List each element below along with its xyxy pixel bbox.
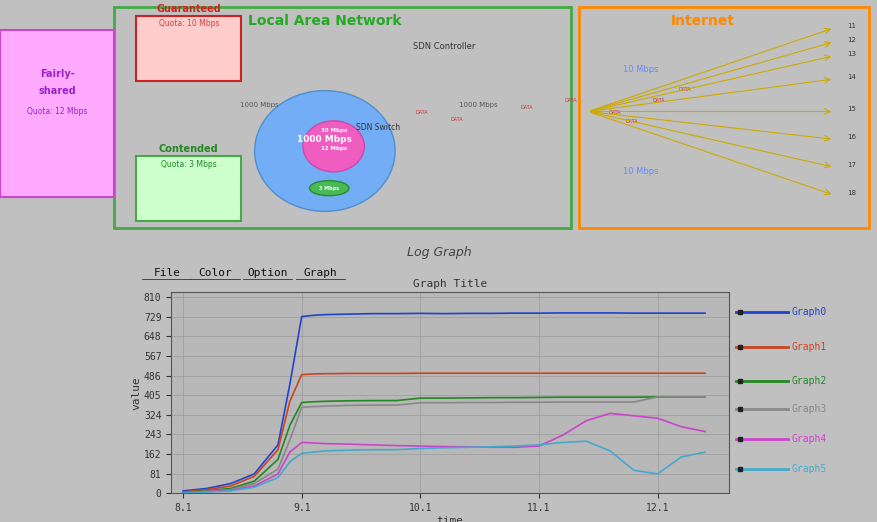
Text: DATA: DATA bbox=[415, 110, 427, 115]
Text: Local Area Network: Local Area Network bbox=[248, 14, 401, 28]
Text: Graph1: Graph1 bbox=[790, 341, 825, 352]
Text: 10 Mbps: 10 Mbps bbox=[623, 168, 658, 176]
Text: DATA: DATA bbox=[450, 117, 462, 122]
Text: 17: 17 bbox=[846, 162, 855, 168]
Text: Graph4: Graph4 bbox=[790, 434, 825, 444]
Text: Quota: 3 Mbps: Quota: 3 Mbps bbox=[160, 160, 217, 170]
FancyBboxPatch shape bbox=[136, 156, 241, 221]
Text: 30 Mbps: 30 Mbps bbox=[320, 127, 346, 133]
Text: Graph2: Graph2 bbox=[790, 376, 825, 386]
Text: Graph: Graph bbox=[303, 268, 337, 278]
Text: DATA: DATA bbox=[652, 98, 664, 103]
Text: Quota: 12 Mbps: Quota: 12 Mbps bbox=[27, 107, 87, 116]
Text: SDN Controller: SDN Controller bbox=[412, 42, 474, 51]
Text: 10 Mbps: 10 Mbps bbox=[623, 65, 658, 74]
Text: 12: 12 bbox=[846, 37, 855, 43]
Text: DATA: DATA bbox=[564, 98, 576, 103]
Ellipse shape bbox=[303, 121, 364, 172]
Text: DATA: DATA bbox=[608, 110, 620, 115]
Text: Graph3: Graph3 bbox=[790, 404, 825, 414]
Text: 1000 Mbps: 1000 Mbps bbox=[297, 135, 352, 144]
Text: Guaranteed: Guaranteed bbox=[156, 4, 221, 14]
Text: Quota: 10 Mbps: Quota: 10 Mbps bbox=[159, 19, 218, 28]
Ellipse shape bbox=[254, 91, 395, 211]
Text: shared: shared bbox=[39, 86, 75, 96]
Text: 1000 Mbps: 1000 Mbps bbox=[459, 102, 497, 108]
Title: Graph Title: Graph Title bbox=[412, 279, 487, 289]
Text: Graph0: Graph0 bbox=[790, 307, 825, 317]
Text: 15: 15 bbox=[846, 106, 855, 113]
Text: Internet: Internet bbox=[670, 14, 733, 28]
Text: Graph5: Graph5 bbox=[790, 464, 825, 474]
Text: 16: 16 bbox=[846, 134, 855, 140]
Text: Fairly-: Fairly- bbox=[39, 69, 75, 79]
Text: DATA: DATA bbox=[520, 105, 532, 110]
Text: Option: Option bbox=[247, 268, 288, 278]
X-axis label: time: time bbox=[436, 516, 463, 522]
Ellipse shape bbox=[309, 181, 348, 196]
Text: 11: 11 bbox=[846, 23, 855, 29]
Text: DATA: DATA bbox=[625, 119, 638, 124]
Text: 18: 18 bbox=[846, 190, 855, 196]
FancyBboxPatch shape bbox=[0, 30, 114, 197]
Text: DATA: DATA bbox=[678, 87, 690, 91]
Text: SDN Switch: SDN Switch bbox=[355, 123, 399, 132]
Text: File: File bbox=[153, 268, 180, 278]
Text: 3 Mbps: 3 Mbps bbox=[319, 186, 339, 191]
Text: 1000 Mbps: 1000 Mbps bbox=[239, 102, 278, 108]
Text: 14: 14 bbox=[846, 74, 855, 80]
Text: Color: Color bbox=[198, 268, 232, 278]
FancyBboxPatch shape bbox=[136, 16, 241, 81]
Text: Log Graph: Log Graph bbox=[406, 246, 471, 258]
Y-axis label: value: value bbox=[131, 376, 141, 410]
Text: 13: 13 bbox=[846, 51, 855, 57]
Text: Contended: Contended bbox=[159, 144, 218, 153]
Text: 12 Mbps: 12 Mbps bbox=[320, 146, 346, 151]
